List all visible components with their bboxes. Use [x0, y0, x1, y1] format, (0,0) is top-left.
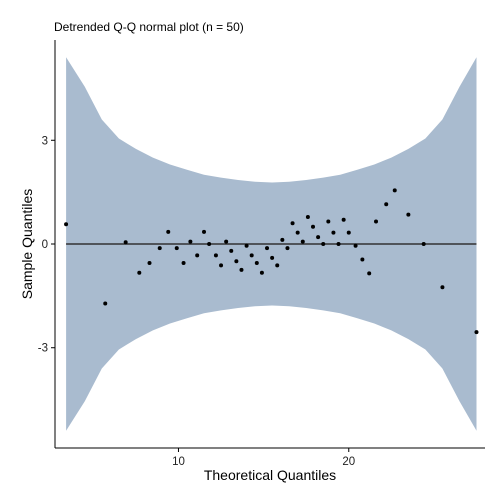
data-point	[64, 222, 69, 227]
data-point	[265, 246, 270, 251]
data-point	[229, 248, 234, 253]
data-point	[239, 267, 244, 272]
data-point	[331, 230, 336, 235]
data-point	[213, 253, 218, 258]
data-point	[157, 246, 162, 251]
data-point	[207, 242, 212, 246]
data-point	[195, 253, 200, 258]
data-point	[224, 239, 229, 244]
x-tick-label: 10	[172, 456, 185, 468]
data-point	[341, 217, 346, 222]
data-point	[285, 246, 290, 251]
data-point	[188, 239, 193, 244]
y-tick-label: -3	[38, 343, 48, 355]
data-point	[392, 188, 397, 193]
data-point	[406, 212, 411, 217]
data-point	[305, 215, 310, 220]
data-point	[259, 270, 264, 275]
data-point	[360, 257, 365, 262]
x-axis-title: Theoretical Quantiles	[204, 467, 336, 483]
data-point	[321, 242, 326, 246]
data-point	[166, 229, 171, 234]
data-point	[275, 263, 280, 268]
data-point	[244, 243, 249, 248]
data-point	[103, 301, 108, 306]
data-point	[249, 253, 254, 258]
axes: -3 0 3 10 20	[38, 40, 485, 468]
data-point	[367, 271, 372, 276]
data-point	[384, 202, 389, 207]
data-point	[346, 230, 351, 235]
data-point	[147, 261, 152, 266]
plot-area	[64, 57, 479, 431]
data-point	[181, 261, 186, 266]
data-point	[474, 330, 479, 335]
y-axis-title: Sample Quantiles	[19, 189, 35, 300]
data-point	[219, 263, 224, 268]
data-point	[336, 242, 341, 246]
chart-title: Detrended Q-Q normal plot (n = 50)	[54, 20, 244, 34]
y-tick-label: 0	[42, 239, 48, 251]
data-point	[254, 261, 259, 266]
data-point	[123, 240, 128, 245]
data-point	[353, 243, 358, 248]
x-tick-label: 20	[342, 456, 355, 468]
data-point	[234, 259, 239, 264]
data-point	[316, 235, 321, 240]
data-point	[174, 246, 179, 251]
data-point	[280, 237, 285, 242]
data-point	[295, 230, 300, 235]
data-point	[202, 229, 207, 234]
data-point	[311, 224, 315, 229]
data-point	[300, 239, 305, 244]
data-point	[374, 219, 379, 224]
data-point	[137, 270, 142, 275]
data-point	[326, 219, 331, 224]
data-point	[421, 242, 426, 246]
data-point	[270, 255, 275, 260]
y-tick-label: 3	[42, 135, 48, 147]
data-point	[290, 221, 295, 226]
data-point	[440, 285, 445, 290]
